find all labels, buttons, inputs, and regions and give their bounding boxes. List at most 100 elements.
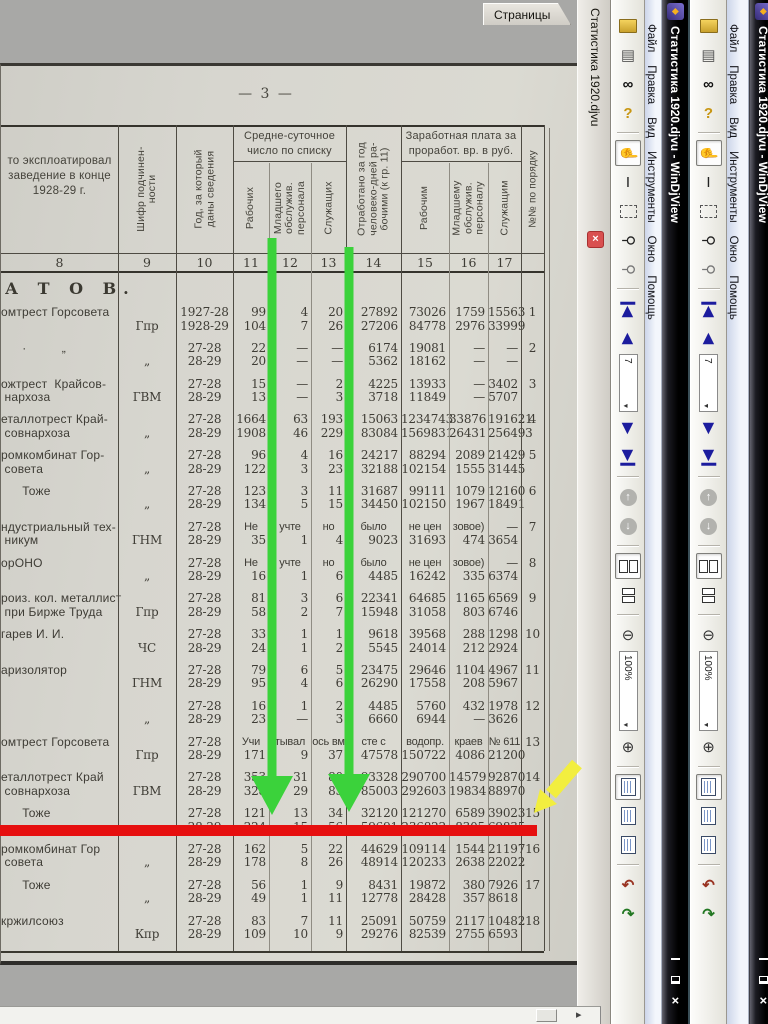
menu-item-окно[interactable]: Окно — [645, 235, 657, 263]
back-button[interactable]: ↑ — [615, 484, 641, 510]
forward-button[interactable]: ↓ — [696, 513, 722, 539]
select-area-button[interactable] — [696, 198, 722, 224]
select-text-button[interactable]: I — [615, 169, 641, 195]
open-file-button[interactable] — [696, 13, 722, 39]
rotate-right-button-icon: ↷ — [702, 905, 715, 923]
rotate-left-button[interactable]: ↶ — [696, 872, 722, 898]
cell-line: 1927-28 — [180, 305, 229, 319]
close-button[interactable]: × — [668, 996, 683, 1005]
fit-page-button[interactable] — [615, 803, 641, 829]
help-button[interactable]: ? — [696, 100, 722, 126]
zoom-in-button[interactable]: ⊕ — [615, 734, 641, 760]
tab-pages-panel[interactable]: Страницы — [483, 3, 571, 25]
minimize-button[interactable] — [757, 951, 768, 966]
vertical-scrollbar[interactable]: ▸ — [0, 1006, 601, 1024]
first-page-button[interactable]: ◀ — [615, 296, 641, 322]
help-button[interactable]: ? — [615, 100, 641, 126]
minimize-button[interactable] — [669, 951, 683, 966]
zoom-tool-button[interactable]: ⚲ — [696, 227, 722, 253]
group2-rule — [401, 161, 521, 162]
menu-item-вид[interactable]: Вид — [727, 117, 739, 138]
table-cell: 92870 88970 — [488, 771, 525, 807]
select-text-button[interactable]: I — [696, 169, 722, 195]
next-page-button[interactable]: ▶ — [696, 415, 722, 441]
restore-button[interactable] — [757, 972, 768, 987]
menu-item-файл[interactable]: Файл — [727, 24, 739, 53]
last-page-button[interactable]: ▶ — [615, 444, 641, 470]
actual-size-button[interactable] — [696, 832, 722, 858]
zoom-combo-box[interactable]: 100% ◂ — [618, 651, 638, 731]
menu-item-правка[interactable]: Правка — [727, 65, 739, 105]
table-cell: 29646 17558 — [401, 663, 449, 700]
pan-tool-button[interactable]: ☝ — [615, 140, 641, 166]
cell-line: ЧС — [137, 640, 157, 655]
table-cell: 15 13 — [233, 377, 269, 414]
zoom-tool-button[interactable]: ⚲ — [615, 227, 641, 253]
zoom-area-button[interactable]: ⚲ — [696, 256, 722, 282]
rotate-right-button[interactable]: ↷ — [696, 901, 722, 927]
actual-size-button[interactable] — [615, 832, 641, 858]
cell-line: 109114 — [401, 841, 446, 856]
zoom-in-button[interactable]: ⊕ — [696, 734, 722, 760]
close-button[interactable]: × — [756, 993, 768, 1008]
cell-line: 357 — [462, 891, 486, 906]
close-tab-button[interactable]: × — [587, 231, 604, 248]
page-number-box[interactable]: 7 ◂ — [699, 354, 718, 412]
find-button[interactable]: ∞ — [615, 71, 641, 97]
scrollbar-arrow-icon[interactable]: ▸ — [576, 1009, 582, 1021]
cell-line: 28-29 — [187, 676, 222, 691]
table-cell: 22 26 — [311, 842, 346, 879]
menu-item-инструменты[interactable]: Инструменты — [645, 150, 657, 223]
cell-line: 1 — [300, 569, 309, 584]
table-cell: 22341 15948 — [346, 592, 401, 628]
rotate-right-button[interactable]: ↷ — [615, 901, 641, 927]
last-page-button[interactable]: ▶ — [696, 444, 722, 470]
spin-arrow-icon[interactable]: ◂ — [623, 401, 628, 410]
fit-width-button[interactable] — [615, 774, 641, 800]
prev-page-button[interactable]: ◀ — [696, 325, 722, 351]
prev-page-button[interactable]: ◀ — [615, 325, 641, 351]
menu-item-файл[interactable]: Файл — [645, 24, 657, 53]
menu-item-помощь[interactable]: Помощь — [645, 275, 657, 320]
zoom-out-button[interactable]: ⊖ — [696, 622, 722, 648]
menu-item-помощь[interactable]: Помощь — [727, 275, 739, 320]
spin-arrow-icon[interactable]: ◂ — [623, 720, 628, 729]
table-cell: 27-28 28-29 — [176, 735, 233, 772]
print-button[interactable]: ▤ — [696, 42, 722, 68]
cell-line: 21197 — [488, 841, 526, 856]
rotate-left-button[interactable]: ↶ — [615, 872, 641, 898]
zoom-area-button[interactable]: ⚲ — [615, 256, 641, 282]
back-button[interactable]: ↑ — [696, 484, 722, 510]
table-cell: 27-28 28-29 — [176, 878, 233, 915]
cell-line: ГНМ — [131, 533, 163, 548]
first-page-button[interactable]: ◀ — [696, 296, 722, 322]
document-tab[interactable]: Статистика 1920.djvu — [588, 8, 602, 127]
restore-button[interactable] — [669, 972, 683, 987]
scrollbar-thumb[interactable] — [536, 1009, 557, 1022]
continuous-layout-button[interactable] — [696, 582, 722, 608]
menu-item-правка[interactable]: Правка — [645, 65, 657, 105]
spin-arrow-icon[interactable]: ◂ — [704, 401, 709, 410]
print-button[interactable]: ▤ — [615, 42, 641, 68]
zoom-combo-box[interactable]: 100% ◂ — [699, 651, 718, 731]
menu-item-инструменты[interactable]: Инструменты — [727, 150, 739, 223]
toolbar-separator — [697, 766, 720, 768]
forward-button[interactable]: ↓ — [615, 513, 641, 539]
fit-width-button[interactable] — [695, 774, 722, 800]
menu-item-вид[interactable]: Вид — [645, 117, 657, 138]
facing-pages-button[interactable] — [695, 553, 722, 579]
spin-arrow-icon[interactable]: ◂ — [704, 720, 709, 729]
pan-tool-button[interactable]: ☝ — [695, 140, 722, 166]
continuous-layout-button[interactable] — [615, 582, 641, 608]
table-cell: 33876 26431 — [449, 413, 488, 449]
cell-line: 73026 — [408, 305, 446, 319]
zoom-out-button[interactable]: ⊖ — [615, 622, 641, 648]
next-page-button[interactable]: ▶ — [615, 415, 641, 441]
facing-pages-button[interactable] — [615, 553, 641, 579]
find-button[interactable]: ∞ — [696, 71, 722, 97]
select-area-button[interactable] — [615, 198, 641, 224]
page-number-box[interactable]: 7 ◂ — [618, 354, 638, 412]
fit-page-button[interactable] — [696, 803, 722, 829]
menu-item-окно[interactable]: Окно — [727, 235, 739, 263]
open-file-button[interactable] — [615, 13, 641, 39]
